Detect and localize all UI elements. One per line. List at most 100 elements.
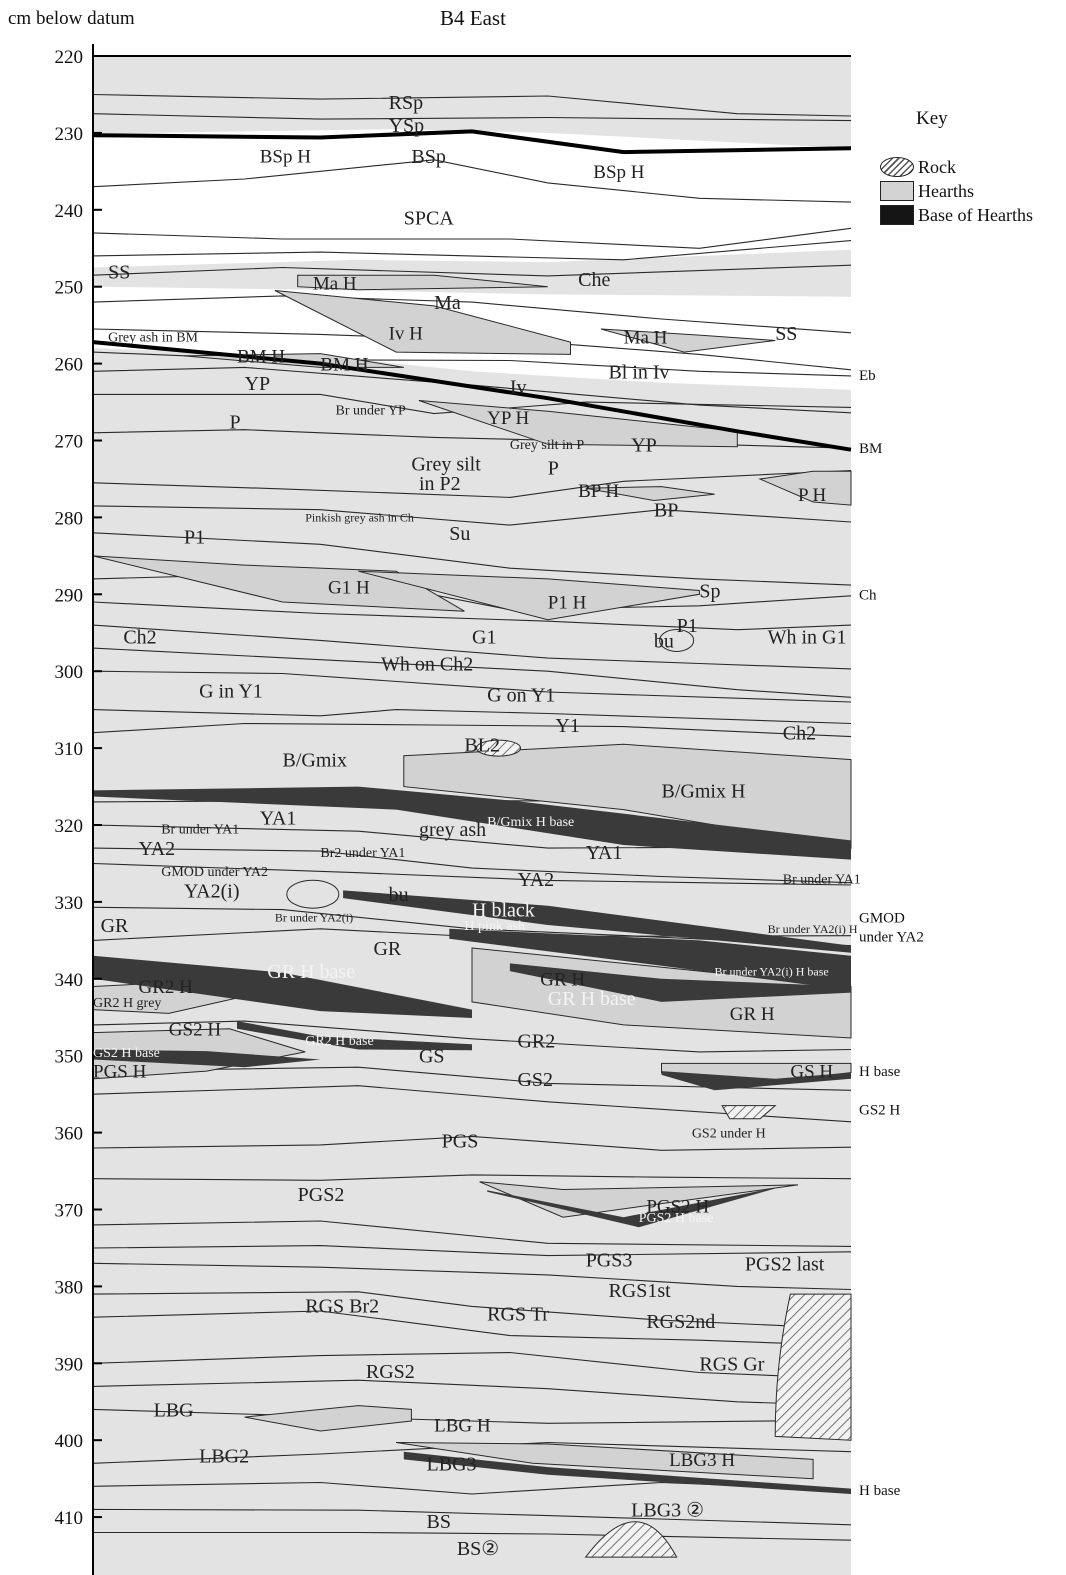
- layer-label: BS: [427, 1511, 451, 1533]
- layer-label: YSp: [389, 115, 425, 137]
- layer-label: H black: [472, 900, 535, 922]
- layer-label: Iv H: [389, 323, 424, 344]
- layer-label: SPCA: [404, 207, 455, 229]
- layer-label: LBG H: [434, 1415, 491, 1436]
- legend-item-hearths: Hearths: [880, 180, 974, 202]
- hearth-lens-6: [758, 470, 852, 506]
- rock-gs2: [721, 1105, 777, 1120]
- boundary-line-13: [92, 505, 852, 526]
- edge-label: H base: [859, 1483, 901, 1499]
- layer-label: BSp H: [593, 162, 644, 183]
- y-tick-label: 260: [55, 355, 84, 376]
- hearth-lens-4: [418, 400, 738, 448]
- layer-label: P: [548, 457, 559, 479]
- boundary-line-34: [92, 1245, 852, 1257]
- y-tick-label: 250: [55, 278, 84, 299]
- layer-label: GR: [101, 915, 129, 937]
- layer-label: Br2 under YA1: [320, 846, 405, 861]
- layer-label: GS: [419, 1046, 445, 1068]
- layer-label: PGS2 last: [745, 1253, 825, 1275]
- layer-label: LBG3: [427, 1453, 477, 1475]
- legend-label-base-of-hearths: Base of Hearths: [918, 204, 1033, 225]
- layer-label: RGS Br2: [305, 1296, 379, 1318]
- hearth-base-band-6: [93, 1049, 321, 1068]
- layer-label: YA2: [517, 869, 554, 891]
- y-tick-label: 310: [55, 739, 84, 760]
- layer-label: SS: [775, 323, 797, 345]
- legend-item-rock: Rock: [880, 156, 956, 178]
- boundary-line-31: [92, 1135, 852, 1151]
- layer-label: RGS1st: [608, 1280, 671, 1302]
- boundary-line-30: [92, 1085, 852, 1123]
- y-tick-label: 390: [55, 1354, 84, 1375]
- layer-label: GR2: [517, 1030, 555, 1052]
- layer-label: PGS2: [298, 1184, 345, 1206]
- layer-label: BP H: [578, 481, 619, 502]
- boundary-line-40: [92, 1408, 852, 1424]
- boundary-line-26: [92, 906, 852, 947]
- boundary-line-39: [92, 1379, 852, 1407]
- layer-label: GS H: [790, 1062, 833, 1083]
- rock-symbol-icon: [880, 157, 914, 177]
- y-tick-label: 270: [55, 432, 84, 453]
- y-tick-label: 360: [55, 1124, 84, 1145]
- layer-label: YP: [245, 373, 271, 395]
- layer-label: YA1: [260, 807, 297, 829]
- edge-label: Eb: [859, 368, 876, 384]
- layer-label: bu: [654, 630, 674, 652]
- layer-label: G1 H: [328, 577, 370, 598]
- heavy-boundary-1: [92, 340, 852, 452]
- boundary-line-17: [92, 624, 852, 670]
- boundary-line-12: [92, 469, 852, 498]
- legend-label-rock: Rock: [918, 156, 956, 177]
- layer-label: YP: [631, 434, 657, 456]
- layer-label: Che: [578, 269, 610, 291]
- layer-label: G1: [472, 627, 496, 649]
- layer-label: RGS Tr: [487, 1303, 549, 1325]
- layer-label: RSp: [389, 92, 423, 114]
- boundary-line-19: [92, 670, 852, 703]
- section-drawing: [92, 56, 852, 1575]
- rock-bottom: [584, 1521, 678, 1558]
- legend-title: Key: [916, 108, 948, 129]
- layer-label: Br under YA2(i) H base: [715, 964, 829, 978]
- edge-labels: Eb BM Ch GMOD under YA2 H base GS2 H H base: [859, 368, 924, 1499]
- hearth-base-band-7: [661, 1071, 851, 1091]
- depth-axis: 220 230 240 250 260 270 280 290 300 310 320 330 340 3…: [55, 44, 851, 1575]
- layer-label: Ma H: [313, 274, 357, 295]
- hearth-base-band-1: [343, 890, 851, 953]
- y-tick-label: 400: [55, 1431, 84, 1452]
- layer-label: GR H: [540, 969, 585, 990]
- layer-label: H pink ash: [464, 919, 525, 934]
- y-tick-label: 330: [55, 893, 84, 914]
- figure-title: B4 East: [440, 6, 506, 30]
- heavy-boundary-0: [92, 129, 852, 155]
- layer-label: Br under YA2(i) H: [768, 922, 858, 936]
- boundary-line-2: [92, 159, 852, 203]
- layer-label: PGS3: [586, 1249, 633, 1271]
- layer-label: RGS2nd: [646, 1311, 715, 1333]
- hearth-lens-15: [244, 1405, 412, 1432]
- layer-label: Wh in G1: [768, 627, 847, 649]
- hearth-base-band-9: [403, 1451, 851, 1494]
- boundary-line-24: [92, 847, 852, 884]
- edge-label: BM: [859, 441, 882, 457]
- layer-label: PGS2 H base: [639, 1211, 714, 1226]
- y-axis-unit-label: cm below datum: [8, 8, 135, 29]
- layer-label: BP: [654, 500, 678, 522]
- layer-label: PGS2 H: [646, 1196, 709, 1217]
- layer-label: Br under YP: [336, 404, 406, 419]
- layer-label: grey ash: [419, 819, 486, 841]
- boundary-line-44: [93, 1531, 852, 1541]
- boundary-line-28: [92, 1020, 852, 1053]
- y-tick-label: 340: [55, 970, 84, 991]
- layer-label: Ma: [434, 292, 461, 314]
- layer-label: GR: [373, 938, 401, 960]
- hearth-base-band-4: [93, 955, 472, 1018]
- boundary-line-37: [92, 1310, 852, 1347]
- hearth-base-symbol-icon: [880, 205, 914, 225]
- layer-label: Ma H: [624, 327, 668, 348]
- layer-label: Ch2: [783, 723, 816, 745]
- legend-label-hearths: Hearths: [918, 180, 974, 201]
